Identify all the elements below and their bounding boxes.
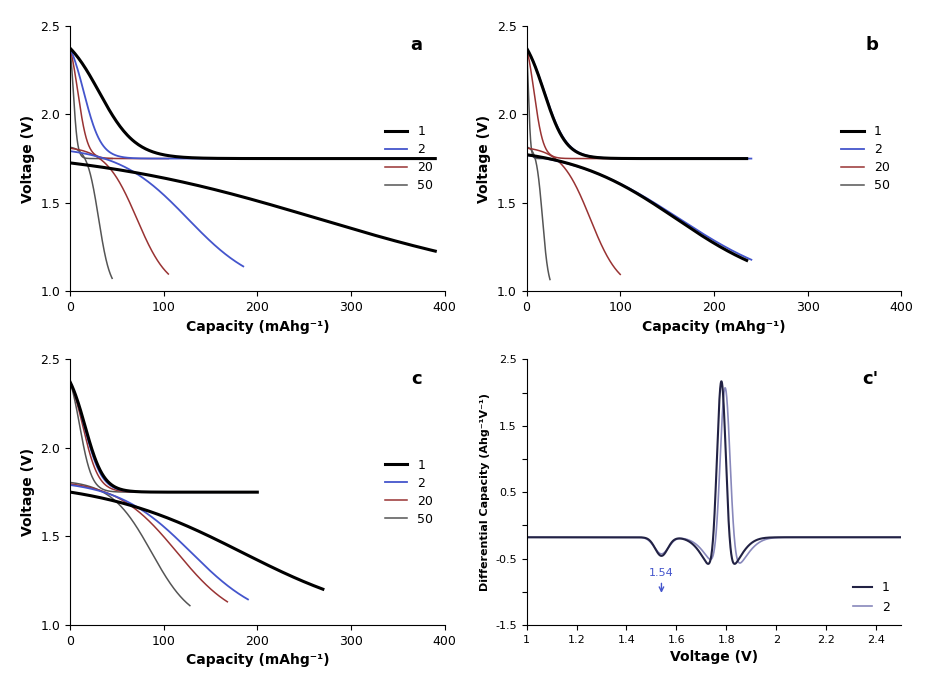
Y-axis label: Differential Capacity (Ahg⁻¹V⁻¹): Differential Capacity (Ahg⁻¹V⁻¹) <box>480 393 489 591</box>
Text: a: a <box>410 36 422 54</box>
X-axis label: Capacity (mAhg⁻¹): Capacity (mAhg⁻¹) <box>186 320 329 334</box>
Y-axis label: Voltage (V): Voltage (V) <box>21 114 35 203</box>
X-axis label: Capacity (mAhg⁻¹): Capacity (mAhg⁻¹) <box>186 653 329 667</box>
Text: c': c' <box>862 370 879 388</box>
Legend: 1, 2, 20, 50: 1, 2, 20, 50 <box>837 120 895 197</box>
Legend: 1, 2: 1, 2 <box>848 577 895 619</box>
Legend: 1, 2, 20, 50: 1, 2, 20, 50 <box>380 120 438 197</box>
Legend: 1, 2, 20, 50: 1, 2, 20, 50 <box>380 453 438 530</box>
Text: b: b <box>866 36 879 54</box>
X-axis label: Voltage (V): Voltage (V) <box>670 650 758 664</box>
Y-axis label: Voltage (V): Voltage (V) <box>21 448 35 536</box>
Text: c: c <box>412 370 422 388</box>
Text: 1.54: 1.54 <box>649 568 673 592</box>
X-axis label: Capacity (mAhg⁻¹): Capacity (mAhg⁻¹) <box>642 320 785 334</box>
Y-axis label: Voltage (V): Voltage (V) <box>477 114 491 203</box>
